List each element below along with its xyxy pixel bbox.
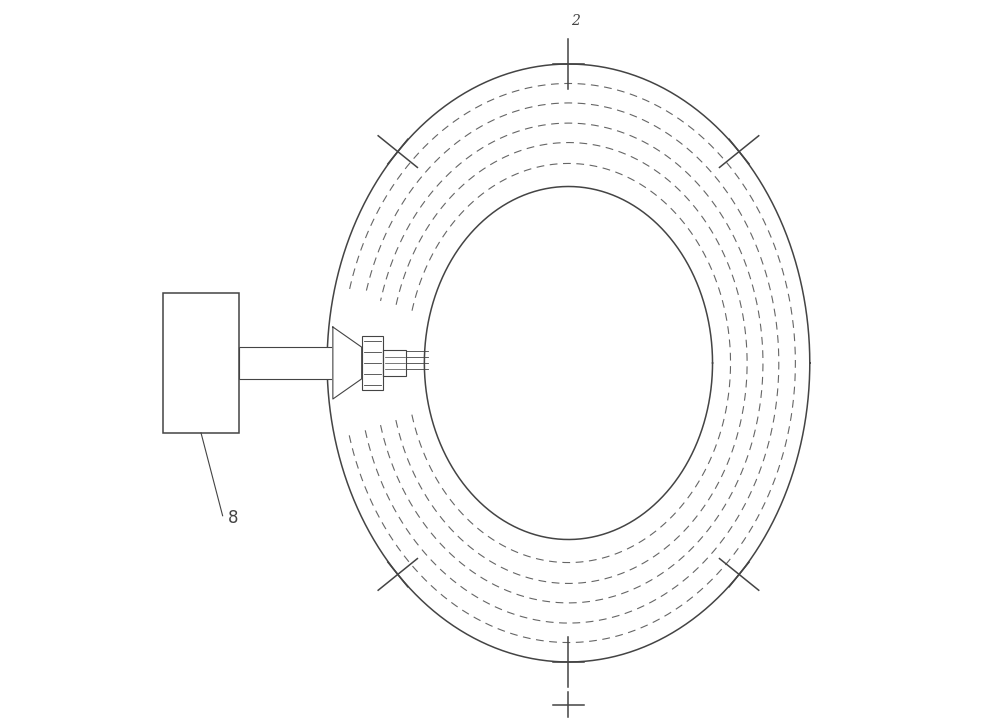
Text: 2: 2 xyxy=(571,14,580,28)
Bar xyxy=(362,335,383,391)
Polygon shape xyxy=(333,327,362,399)
Bar xyxy=(383,350,406,376)
Bar xyxy=(163,293,239,433)
Text: 8: 8 xyxy=(228,509,239,527)
Bar xyxy=(239,347,333,379)
